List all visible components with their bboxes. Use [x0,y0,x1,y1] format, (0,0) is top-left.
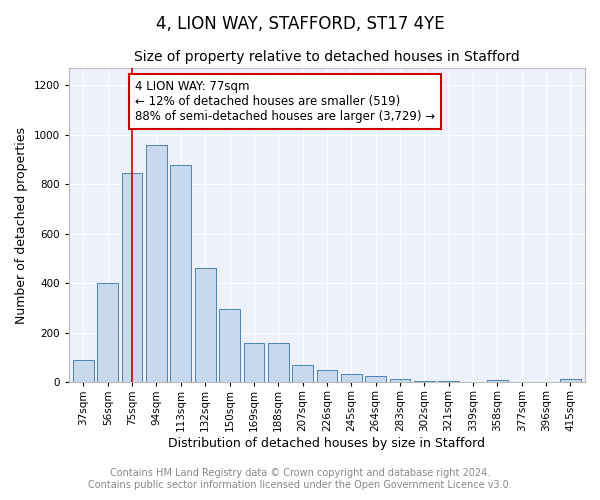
Bar [268,343,289,382]
Text: Contains HM Land Registry data © Crown copyright and database right 2024.
Contai: Contains HM Land Registry data © Crown c… [88,468,512,490]
Text: 4, LION WAY, STAFFORD, ST17 4YE: 4, LION WAY, STAFFORD, ST17 4YE [155,15,445,33]
Bar [341,374,362,382]
Bar [73,360,94,382]
Y-axis label: Number of detached properties: Number of detached properties [15,126,28,324]
Bar [244,343,264,382]
Bar [170,164,191,382]
Bar [292,365,313,382]
Bar [560,378,581,382]
Bar [317,370,337,382]
Bar [146,144,167,382]
Text: 4 LION WAY: 77sqm
← 12% of detached houses are smaller (519)
88% of semi-detache: 4 LION WAY: 77sqm ← 12% of detached hous… [134,80,434,124]
X-axis label: Distribution of detached houses by size in Stafford: Distribution of detached houses by size … [169,437,485,450]
Bar [122,173,142,382]
Bar [219,310,240,382]
Bar [414,381,434,382]
Bar [439,381,459,382]
Title: Size of property relative to detached houses in Stafford: Size of property relative to detached ho… [134,50,520,64]
Bar [389,378,410,382]
Bar [365,376,386,382]
Bar [195,268,215,382]
Bar [97,284,118,382]
Bar [487,380,508,382]
